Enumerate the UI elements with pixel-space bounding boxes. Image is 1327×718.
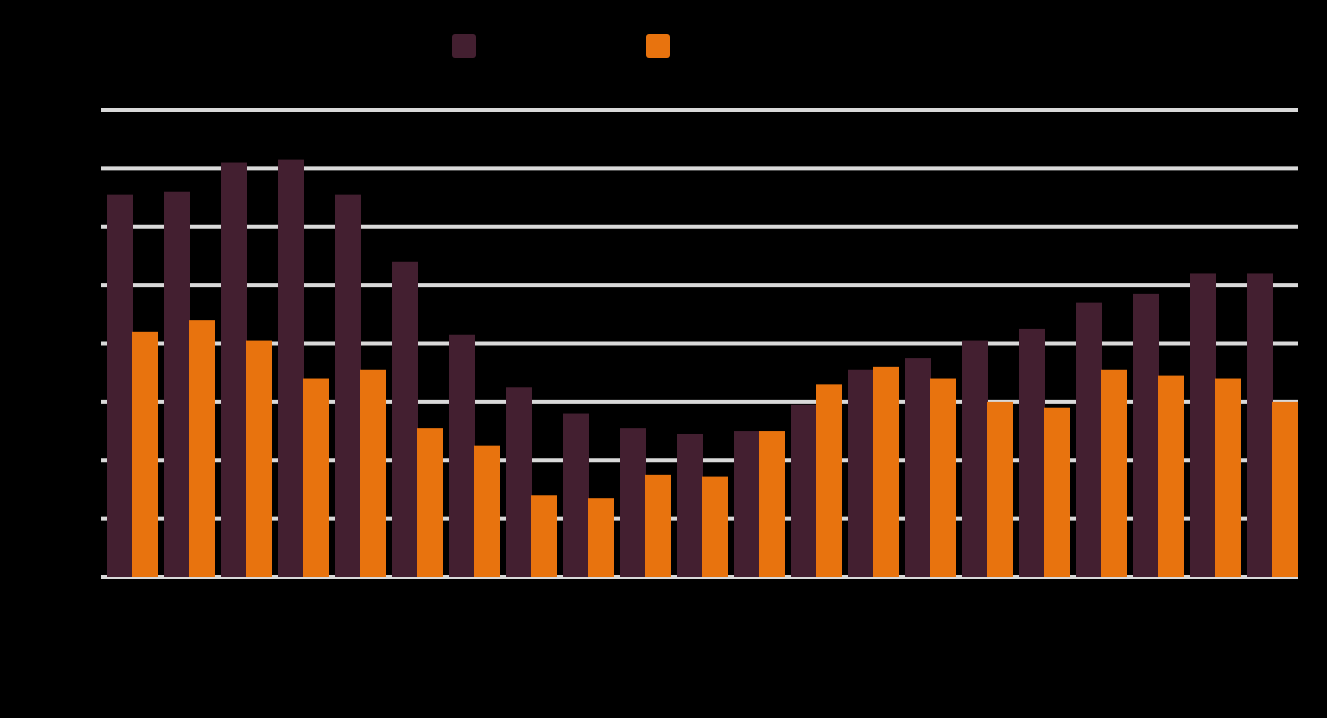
legend-swatch-series-2 [646,34,670,58]
bar-series-2 [873,366,899,577]
bar-series-2 [588,498,614,577]
bar-series-2 [360,369,386,577]
bar-series-2 [474,445,500,577]
bar-series-2 [759,431,785,577]
bar-series-2 [930,378,956,577]
bar-series-1 [449,334,475,577]
bar-series-1 [734,431,760,577]
bar-series-1 [1019,328,1045,577]
bar-series-2 [1101,369,1127,577]
bar-series-2 [417,428,443,577]
bar-series-1 [563,413,589,577]
bar-series-2 [132,331,158,577]
bar-series-2 [531,495,557,577]
bar-series-1 [335,194,361,578]
bar-series-1 [1247,273,1273,577]
bar-series-2 [1215,378,1241,577]
bar-series-1 [620,428,646,577]
bar-series-1 [677,433,703,577]
bar-series-1 [1190,273,1216,577]
bar-series-2 [189,320,215,577]
bar-series-2 [1272,401,1298,577]
bar-series-1 [392,261,418,577]
bar-series-1 [506,387,532,577]
bar-series-2 [702,476,728,577]
bar-series-1 [221,162,247,577]
bar-series-1 [962,340,988,577]
bar-series-2 [303,378,329,577]
bar-series-2 [816,384,842,577]
bar-series-1 [905,358,931,577]
bar-series-1 [164,191,190,577]
bar-series-2 [246,340,272,577]
bar-series-2 [645,474,671,577]
bar-series-2 [1044,407,1070,577]
bar-series-1 [848,369,874,577]
legend [452,34,670,58]
bars [107,159,1298,578]
bar-series-1 [1133,293,1159,577]
bar-series-2 [987,401,1013,577]
bar-series-1 [107,194,133,578]
bar-series-1 [791,404,817,577]
bar-series-1 [278,159,304,577]
bar-series-2 [1158,375,1184,577]
legend-swatch-series-1 [452,34,476,58]
bar-series-1 [1076,302,1102,577]
